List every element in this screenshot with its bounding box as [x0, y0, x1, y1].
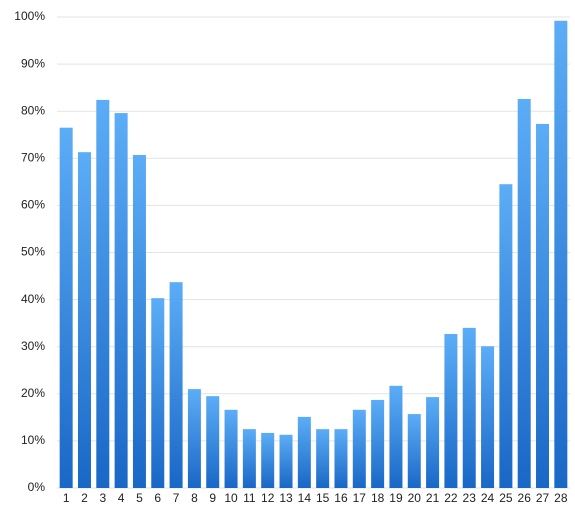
x-tick-label: 25	[499, 491, 513, 505]
bar	[96, 99, 110, 488]
x-tick-label: 3	[99, 491, 106, 505]
bar	[206, 396, 220, 488]
bar	[316, 429, 330, 488]
x-tick-label: 6	[154, 491, 161, 505]
bar	[352, 409, 366, 488]
y-tick-label: 80%	[21, 103, 45, 117]
x-tick-label: 9	[209, 491, 216, 505]
y-tick-label: 100%	[14, 9, 45, 23]
bar	[426, 397, 440, 488]
x-tick-label: 20	[408, 491, 422, 505]
y-tick-label: 50%	[21, 245, 45, 259]
bar	[444, 333, 458, 488]
x-tick-label: 18	[371, 491, 385, 505]
y-tick-label: 20%	[21, 386, 45, 400]
x-tick-label: 2	[81, 491, 88, 505]
x-tick-label: 13	[279, 491, 293, 505]
x-tick-label: 7	[173, 491, 180, 505]
x-tick-label: 16	[334, 491, 348, 505]
x-tick-label: 4	[118, 491, 125, 505]
bar	[77, 152, 91, 488]
x-tick-label: 26	[518, 491, 532, 505]
x-tick-label: 19	[389, 491, 403, 505]
x-tick-label: 28	[554, 491, 568, 505]
x-tick-label: 12	[261, 491, 275, 505]
bar	[371, 399, 385, 488]
bar	[242, 429, 256, 488]
x-tick-label: 24	[481, 491, 495, 505]
x-tick-label: 11	[243, 491, 256, 505]
bar	[517, 98, 531, 488]
y-tick-label: 30%	[21, 339, 45, 353]
x-tick-label: 14	[298, 491, 312, 505]
x-tick-label: 17	[353, 491, 367, 505]
bar	[536, 123, 550, 489]
y-tick-label: 60%	[21, 198, 45, 212]
x-tick-label: 8	[191, 491, 198, 505]
bar	[279, 434, 293, 488]
y-tick-label: 10%	[21, 433, 45, 447]
bar	[169, 282, 183, 488]
x-tick-label: 27	[536, 491, 550, 505]
bar	[554, 20, 568, 488]
y-tick-label: 40%	[21, 292, 45, 306]
x-tick-label: 15	[316, 491, 330, 505]
x-tick-label: 1	[63, 491, 70, 505]
bar	[407, 414, 421, 488]
y-tick-label: 0%	[28, 480, 46, 494]
bar	[187, 389, 201, 488]
bar	[462, 327, 476, 488]
bar	[334, 429, 348, 488]
bar	[261, 432, 275, 488]
y-tick-label: 90%	[21, 56, 45, 70]
bar	[481, 346, 495, 488]
y-tick-label: 70%	[21, 150, 45, 164]
bar	[499, 184, 513, 488]
x-tick-label: 21	[426, 491, 440, 505]
x-tick-label: 22	[444, 491, 458, 505]
x-tick-label: 10	[224, 491, 238, 505]
bar	[59, 127, 73, 488]
bar	[132, 155, 146, 489]
x-tick-label: 5	[136, 491, 143, 505]
bar	[224, 409, 238, 488]
x-tick-label: 23	[463, 491, 477, 505]
bar	[114, 113, 128, 489]
bar	[151, 298, 165, 488]
bar	[389, 385, 403, 488]
bar	[297, 416, 311, 488]
